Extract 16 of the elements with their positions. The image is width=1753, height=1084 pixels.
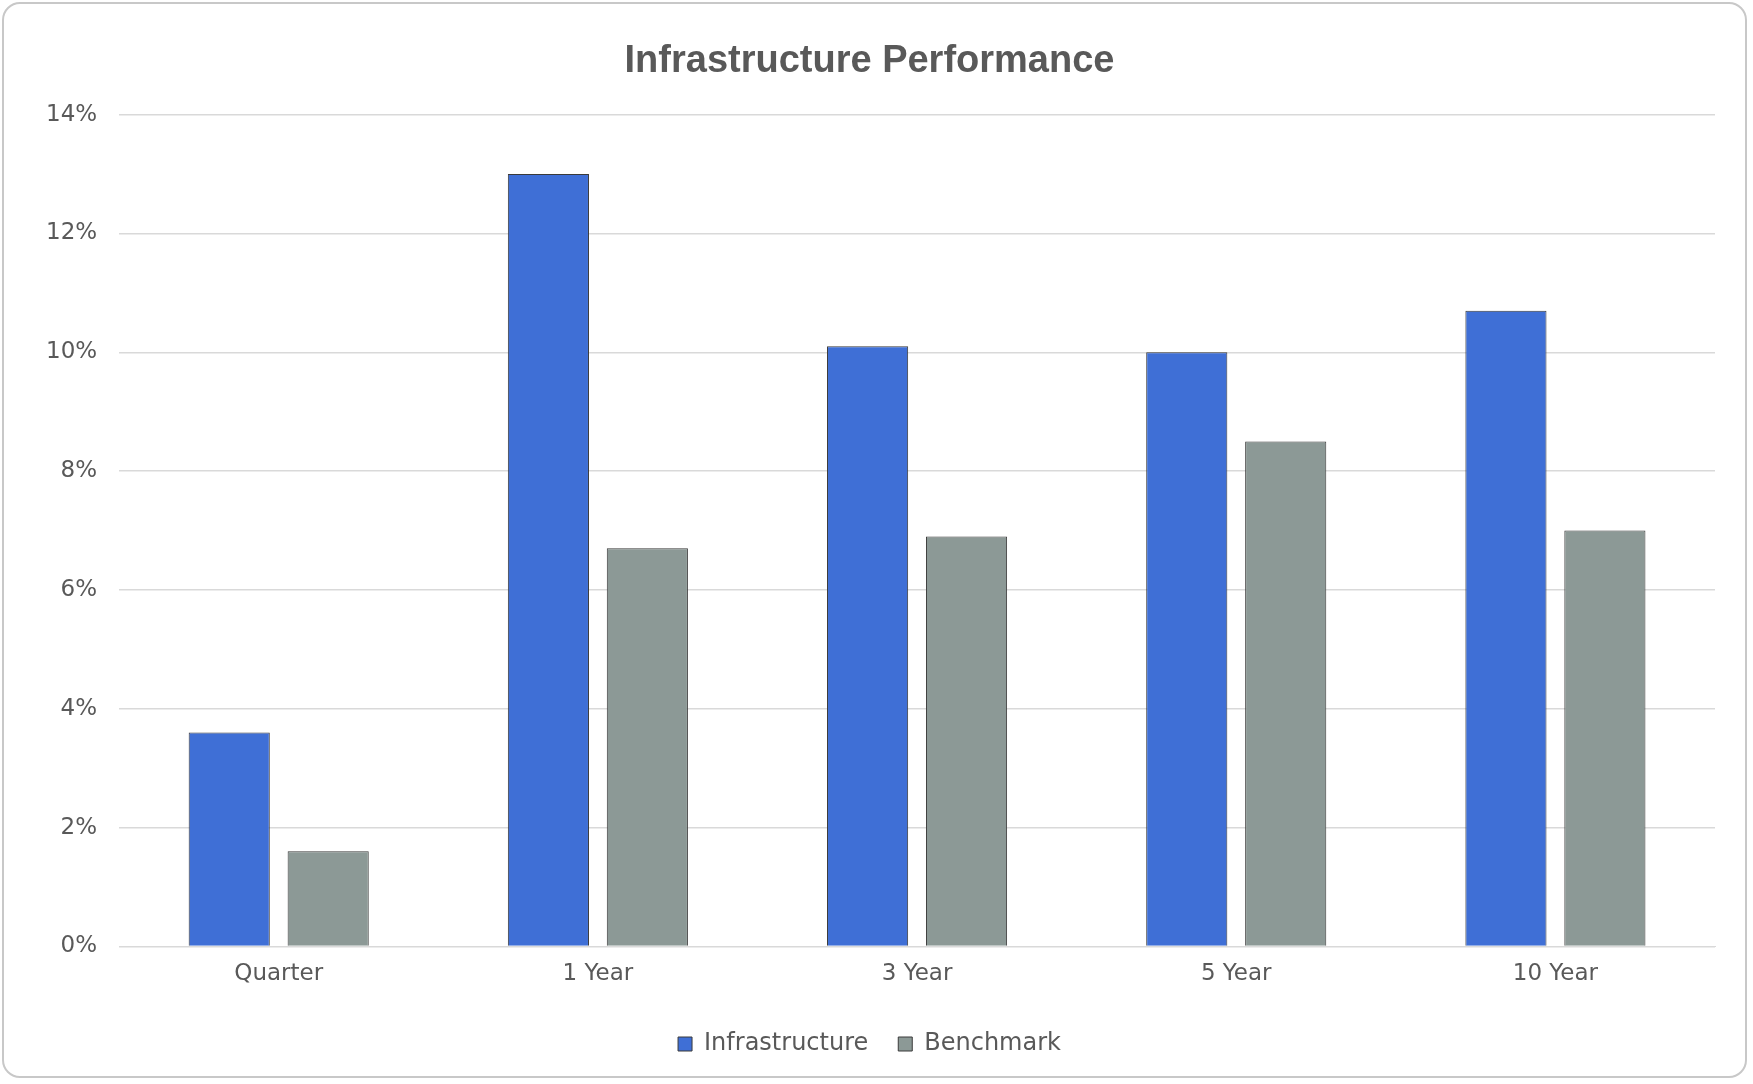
y-tick-label: 2%	[60, 812, 98, 839]
y-tick-label: 14%	[46, 99, 98, 126]
x-tick-label: 5 Year	[1200, 959, 1273, 986]
legend-label: Infrastructure	[704, 1028, 869, 1057]
legend-label: Benchmark	[924, 1028, 1062, 1057]
y-tick-label: 6%	[60, 574, 98, 601]
y-tick-label: 10%	[46, 337, 98, 364]
y-tick-label: 0%	[60, 931, 98, 958]
y-tick-label: 8%	[60, 456, 98, 483]
y-tick-label: 12%	[46, 218, 98, 245]
x-tick-label: 1 Year	[562, 959, 634, 986]
chart-title: Infrastructure Performance	[624, 38, 1115, 81]
x-tick-label: 3 Year	[881, 959, 953, 986]
x-tick-label: 10 Year	[1512, 959, 1599, 986]
y-tick-label: 4%	[60, 693, 98, 720]
x-tick-label: Quarter	[234, 959, 324, 986]
